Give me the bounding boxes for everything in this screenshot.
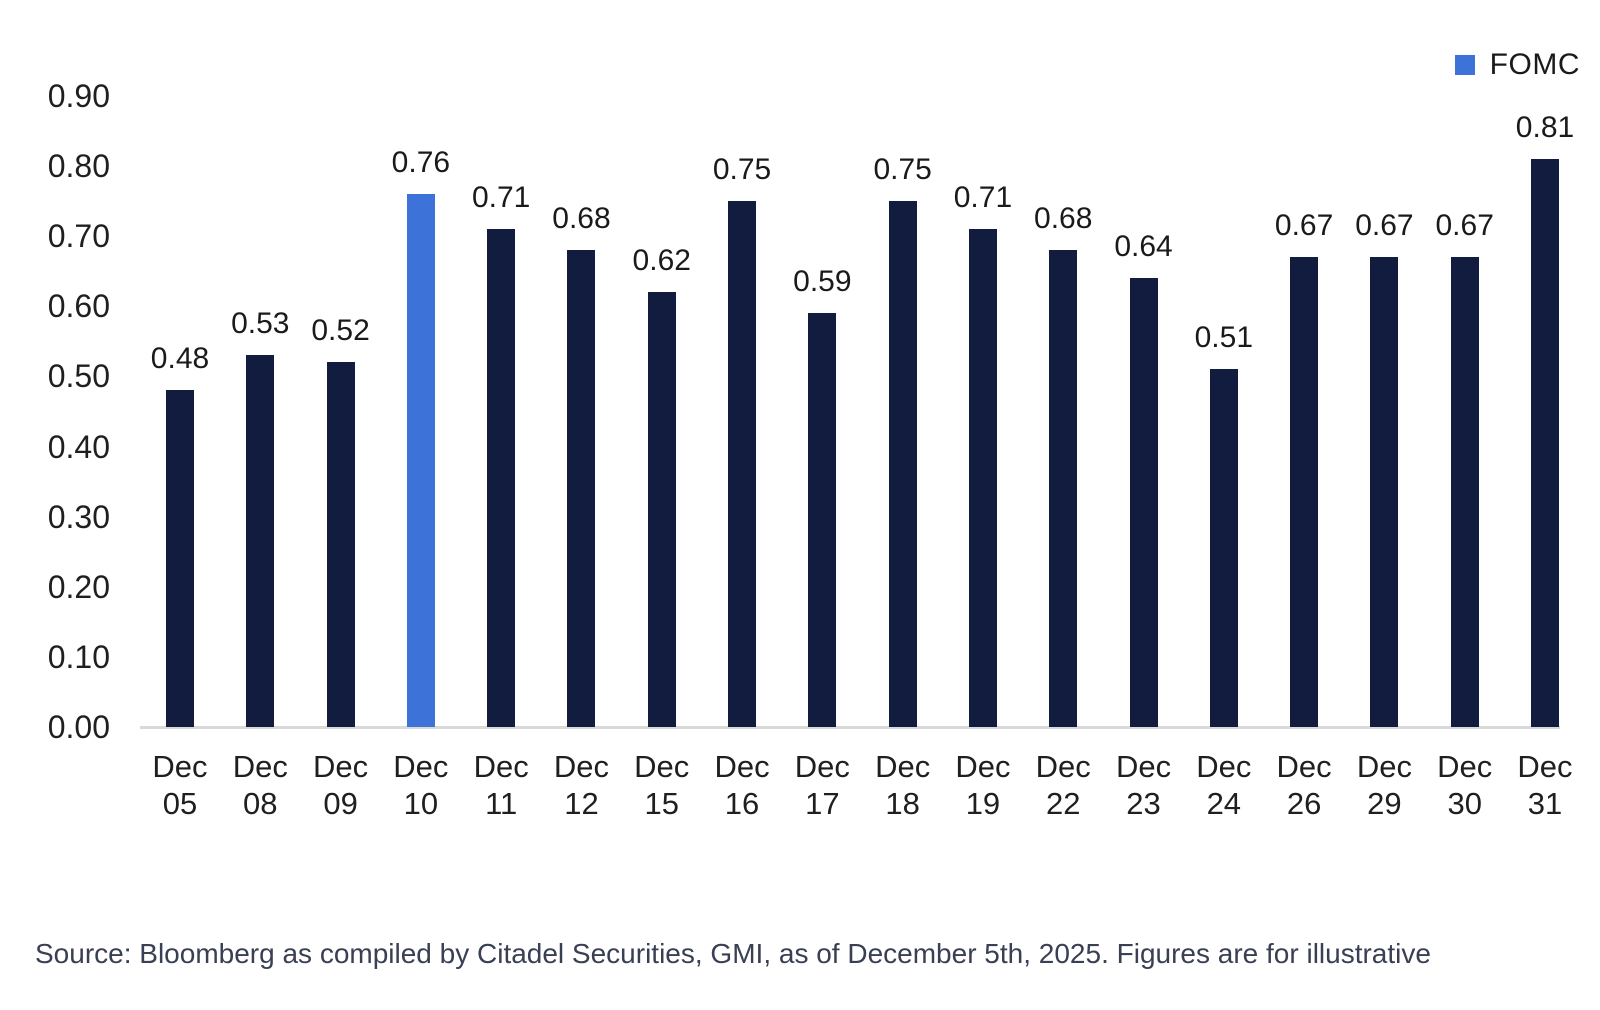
y-axis-tick-label: 0.90 [47,78,110,114]
bar-value-label-dec-30: 0.67 [1435,209,1494,243]
x-axis-label-dec-09: Dec 09 [313,749,369,821]
x-axis-label-dec-18: Dec 18 [875,749,931,821]
bar-value-label-dec-09: 0.52 [311,314,370,348]
bar-dec-16 [728,201,757,727]
bar-dec-12 [567,250,596,727]
x-axis-label-dec-22: Dec 22 [1035,749,1091,821]
bar-value-label-dec-11: 0.71 [471,181,531,215]
bar-dec-30 [1450,257,1479,727]
x-axis-label-dec-24: Dec 24 [1196,749,1252,821]
bar-dec-23 [1129,278,1158,727]
bar-value-label-dec-22: 0.68 [1034,202,1093,236]
bar-value-label-dec-31: 0.81 [1515,111,1575,145]
x-axis-label-dec-29: Dec 29 [1356,749,1412,821]
x-axis-label-dec-11: Dec 11 [473,749,529,821]
bar-value-label-dec-15: 0.62 [632,244,691,278]
x-axis-line [140,726,1560,729]
bar-value-label-dec-24: 0.51 [1194,321,1253,355]
y-axis-tick-label: 0.80 [47,148,110,185]
y-axis-tick-label: 0.00 [47,709,110,745]
bar-value-label-dec-23: 0.64 [1114,230,1173,264]
bar-dec-31 [1531,159,1559,727]
x-axis-label-dec-10: Dec 10 [393,749,449,821]
bar-value-label-dec-16: 0.75 [712,153,772,187]
bar-dec-10-fomc [406,194,435,727]
bar-value-label-dec-18: 0.75 [873,153,932,187]
x-axis-label-dec-26: Dec 26 [1276,749,1332,821]
bar-dec-19 [968,229,997,727]
bar-dec-05 [166,390,194,727]
y-axis-tick-label: 0.30 [47,498,110,535]
y-axis-tick-label: 0.70 [47,218,110,255]
x-axis-label-dec-23: Dec 23 [1115,749,1172,821]
x-axis-label-dec-12: Dec 12 [553,749,610,821]
fomc-legend-label: FOMC [1489,48,1580,81]
bar-dec-26 [1290,257,1319,727]
x-axis-label-dec-30: Dec 30 [1437,749,1493,821]
bar-dec-09 [326,362,355,727]
x-axis-label-dec-15: Dec 15 [634,749,690,821]
x-axis-label-dec-16: Dec 16 [714,749,770,821]
bar-dec-08 [246,355,275,727]
x-axis-label-dec-19: Dec 19 [955,749,1011,821]
x-axis-label-dec-05: Dec 05 [152,749,208,821]
fomc-legend-swatch-icon [1454,55,1475,75]
y-axis-tick-label: 0.10 [47,638,110,675]
bar-dec-29 [1370,257,1399,727]
bar-value-label-dec-10: 0.76 [391,146,451,180]
source-note: Source: Bloomberg as compiled by Citadel… [35,938,1431,969]
x-axis-label-dec-17: Dec 17 [794,749,850,821]
bar-value-label-dec-05: 0.48 [150,342,210,376]
legend: FOMC [1454,48,1580,82]
y-axis-tick-label: 0.40 [47,428,110,465]
x-axis-label-dec-08: Dec 08 [232,749,288,821]
bar-dec-15 [647,292,676,727]
bar-dec-11 [487,229,516,727]
bar-value-label-dec-26: 0.67 [1274,209,1334,243]
y-axis-tick-label: 0.20 [47,568,110,605]
y-axis-tick-label: 0.50 [47,358,110,395]
bar-dec-22 [1049,250,1078,727]
bar-value-label-dec-12: 0.68 [552,202,611,236]
bar-value-label-dec-29: 0.67 [1355,209,1414,243]
bar-value-label-dec-19: 0.71 [953,181,1013,215]
bar-dec-24 [1209,369,1238,727]
bar-value-label-dec-08: 0.53 [231,307,290,341]
x-axis-label-dec-31: Dec 31 [1517,749,1573,821]
y-axis-tick-label: 0.60 [47,288,110,325]
bar-value-label-dec-17: 0.59 [793,265,852,299]
bar-dec-17 [808,313,837,727]
bar-dec-18 [888,201,917,727]
